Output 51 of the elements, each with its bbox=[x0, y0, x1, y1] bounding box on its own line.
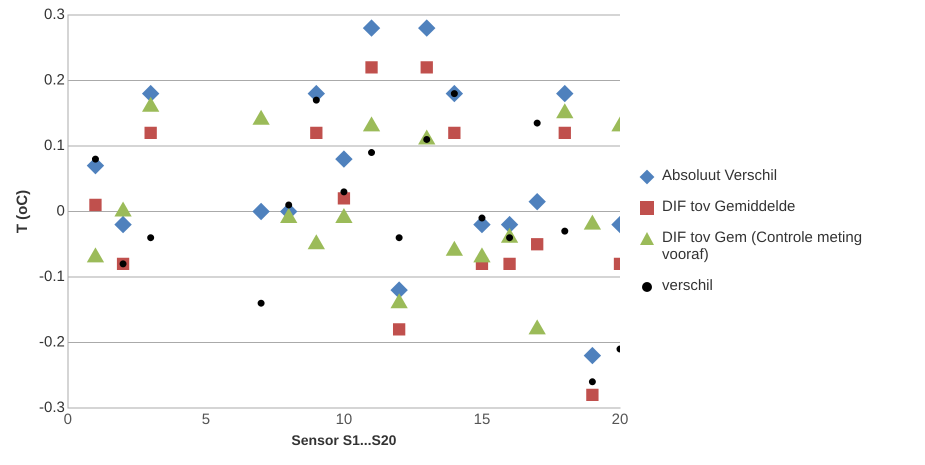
point bbox=[503, 258, 516, 270]
point bbox=[252, 203, 270, 220]
point bbox=[144, 126, 157, 140]
point bbox=[312, 96, 320, 104]
point bbox=[531, 238, 544, 250]
y-tick-label: 0 bbox=[56, 202, 65, 220]
point bbox=[392, 323, 406, 336]
point bbox=[420, 61, 433, 74]
y-axis-title: T (oC) bbox=[14, 190, 32, 234]
point bbox=[365, 61, 378, 74]
point bbox=[285, 201, 292, 208]
point bbox=[310, 126, 322, 140]
legend-label: DIF tov Gemiddelde bbox=[662, 198, 796, 214]
point bbox=[556, 85, 574, 102]
point bbox=[478, 214, 486, 222]
x-tick-label: 5 bbox=[202, 411, 210, 428]
point bbox=[418, 20, 436, 37]
y-tick-label: -0.2 bbox=[38, 334, 65, 351]
y-tick-label: 0.3 bbox=[44, 6, 65, 24]
legend-label: DIF tov Gem (Controle meting vooraf) bbox=[662, 228, 864, 262]
point bbox=[142, 85, 160, 102]
point bbox=[89, 198, 102, 212]
legend-label: Absoluut Verschil bbox=[662, 166, 778, 184]
point bbox=[588, 378, 596, 386]
point bbox=[363, 20, 380, 37]
point bbox=[501, 216, 518, 234]
point bbox=[528, 193, 546, 210]
x-axis-title: Sensor S1...S20 bbox=[291, 432, 397, 448]
point bbox=[340, 188, 348, 196]
x-tick-label: 10 bbox=[336, 411, 352, 428]
point bbox=[396, 234, 403, 242]
x-tick-label: 15 bbox=[474, 411, 490, 428]
point bbox=[586, 388, 599, 402]
legend-label: verschil bbox=[662, 276, 713, 294]
point bbox=[534, 120, 541, 127]
point bbox=[390, 282, 408, 299]
y-tick-label: -0.3 bbox=[38, 399, 65, 416]
point bbox=[335, 150, 352, 168]
point bbox=[92, 156, 99, 163]
point bbox=[561, 228, 568, 235]
point bbox=[558, 126, 571, 140]
point bbox=[114, 216, 132, 234]
point bbox=[584, 347, 601, 364]
point bbox=[258, 300, 265, 307]
point bbox=[147, 234, 154, 242]
y-tick-label: 0.1 bbox=[44, 137, 65, 154]
y-tick-label: 0.2 bbox=[44, 72, 65, 89]
x-tick-label: 20 bbox=[612, 411, 628, 428]
point bbox=[368, 149, 376, 156]
point bbox=[448, 126, 461, 140]
y-tick-label: -0.1 bbox=[38, 268, 65, 286]
